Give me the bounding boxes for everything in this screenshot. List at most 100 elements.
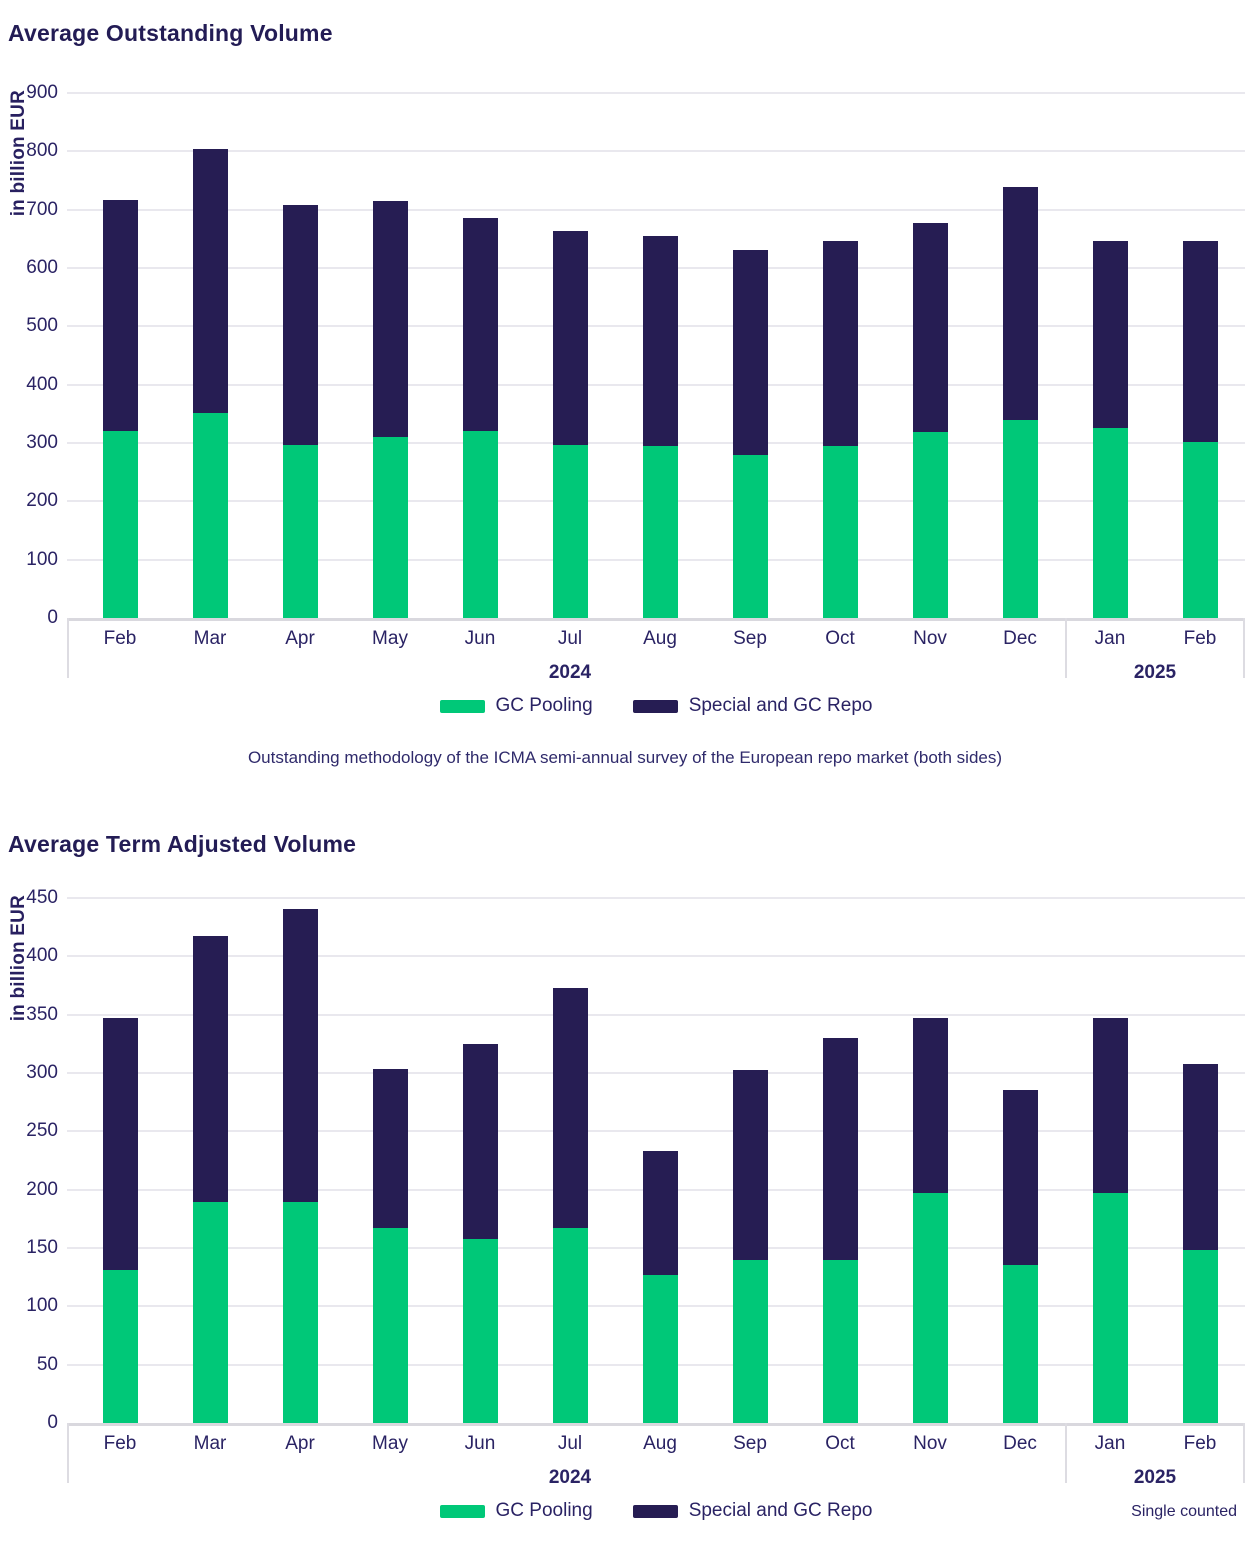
bar-segment-gc-pooling (552, 1228, 588, 1423)
x-tick-label: Dec (1003, 1433, 1037, 1454)
plot-area (67, 897, 1245, 1423)
bar-segment-gc-pooling (1002, 1265, 1038, 1423)
bar (822, 241, 858, 618)
x-tick-label: Mar (193, 628, 227, 649)
x-tick-label: Jul (557, 628, 583, 649)
y-tick-label: 450 (26, 887, 58, 908)
y-tick-label: 0 (47, 1412, 58, 1433)
x-tick-label: Feb (1183, 628, 1217, 649)
y-tick-label: 200 (26, 490, 58, 512)
gridline (67, 208, 1245, 211)
bar (372, 201, 408, 618)
bar-segment-special-repo (732, 1070, 768, 1260)
x-axis-line (67, 618, 1245, 621)
bar-segment-gc-pooling (642, 446, 678, 618)
axis-band-border (67, 618, 69, 678)
bar-segment-special-repo (372, 201, 408, 437)
bar (1182, 1064, 1218, 1423)
x-tick-label: Jun (464, 1433, 496, 1454)
bar-segment-gc-pooling (282, 445, 318, 618)
x-tick-label: Nov (913, 1433, 947, 1454)
y-tick-label: 400 (26, 373, 58, 395)
bar-segment-special-repo (1092, 241, 1128, 428)
x-tick-label: Nov (913, 628, 947, 649)
legend-label: Special and GC Repo (688, 1500, 873, 1521)
bar (102, 200, 138, 618)
x-tick-label: Feb (1183, 1433, 1217, 1454)
legend-label: Special and GC Repo (688, 695, 873, 716)
legend: GC Pooling Special and GC Repo (67, 695, 1245, 717)
bar-segment-gc-pooling (192, 413, 228, 618)
axis-band-border (67, 1423, 69, 1483)
x-tick-label: Jun (464, 628, 496, 649)
y-tick-label: 600 (26, 257, 58, 278)
bar-segment-gc-pooling (102, 1270, 138, 1423)
bar-segment-gc-pooling (1182, 442, 1218, 618)
legend-item: GC Pooling (439, 1500, 593, 1522)
bar-segment-gc-pooling (282, 1202, 318, 1423)
legend-label: GC Pooling (495, 1500, 593, 1521)
bar (462, 218, 498, 618)
bar (732, 1070, 768, 1423)
bar-segment-special-repo (462, 218, 498, 431)
bar-segment-special-repo (1002, 1090, 1038, 1265)
bar (912, 223, 948, 618)
bar-segment-special-repo (282, 205, 318, 445)
bar (1092, 1018, 1128, 1423)
axis-band-border (1243, 618, 1245, 678)
y-tick-label: 350 (26, 1003, 58, 1025)
x-tick-label: Jan (1094, 1433, 1126, 1454)
bar-segment-special-repo (912, 1018, 948, 1193)
legend-swatch-gc-pooling (439, 699, 485, 713)
bar-segment-gc-pooling (822, 446, 858, 618)
year-label: 2024 (548, 662, 592, 683)
bar-segment-gc-pooling (642, 1275, 678, 1423)
bar (102, 1018, 138, 1423)
single-counted-note: Single counted (1131, 1503, 1237, 1520)
outstanding-volume-chart: Average Outstanding Volume in billion EU… (0, 0, 1250, 745)
x-tick-label: Dec (1003, 628, 1037, 649)
bar-segment-special-repo (552, 231, 588, 445)
y-tick-label: 150 (26, 1237, 58, 1258)
bar-segment-special-repo (462, 1044, 498, 1239)
bar (732, 250, 768, 618)
year-label: 2025 (1133, 1467, 1177, 1488)
legend-item: Special and GC Repo (632, 1500, 873, 1522)
chart-title: Average Term Adjusted Volume (8, 831, 357, 857)
bar-segment-special-repo (1182, 241, 1218, 442)
x-tick-label: Sep (733, 1433, 767, 1454)
bar-segment-special-repo (822, 241, 858, 446)
bar (642, 236, 678, 618)
y-tick-label: 800 (26, 140, 58, 162)
x-tick-label: Apr (285, 1433, 315, 1454)
bar-segment-special-repo (642, 236, 678, 446)
bar (282, 205, 318, 618)
gridline (67, 1130, 1245, 1133)
legend: GC Pooling Special and GC Repo (67, 1500, 1245, 1522)
bar (552, 231, 588, 618)
gridline (67, 897, 1245, 899)
legend-item: Special and GC Repo (632, 695, 873, 717)
bar (1182, 241, 1218, 618)
bar (282, 909, 318, 1423)
bar-segment-special-repo (102, 1018, 138, 1270)
methodology-footnote: Outstanding methodology of the ICMA semi… (247, 748, 1003, 767)
x-axis-line (67, 1423, 1245, 1426)
bar-segment-gc-pooling (732, 455, 768, 618)
legend-swatch-gc-pooling (439, 1504, 485, 1518)
bar-segment-gc-pooling (732, 1260, 768, 1423)
bar (1092, 241, 1128, 618)
gridline (67, 92, 1245, 94)
bar-segment-gc-pooling (822, 1260, 858, 1423)
bar-segment-gc-pooling (1002, 420, 1038, 618)
gridline (67, 955, 1245, 958)
y-tick-label: 500 (26, 315, 58, 337)
gridline (67, 1013, 1245, 1016)
bar-segment-gc-pooling (912, 1193, 948, 1423)
x-tick-label: Feb (103, 628, 137, 649)
y-tick-label: 0 (47, 607, 58, 628)
bar-segment-special-repo (372, 1069, 408, 1228)
gridline (67, 150, 1245, 153)
y-tick-label: 250 (26, 1120, 58, 1142)
